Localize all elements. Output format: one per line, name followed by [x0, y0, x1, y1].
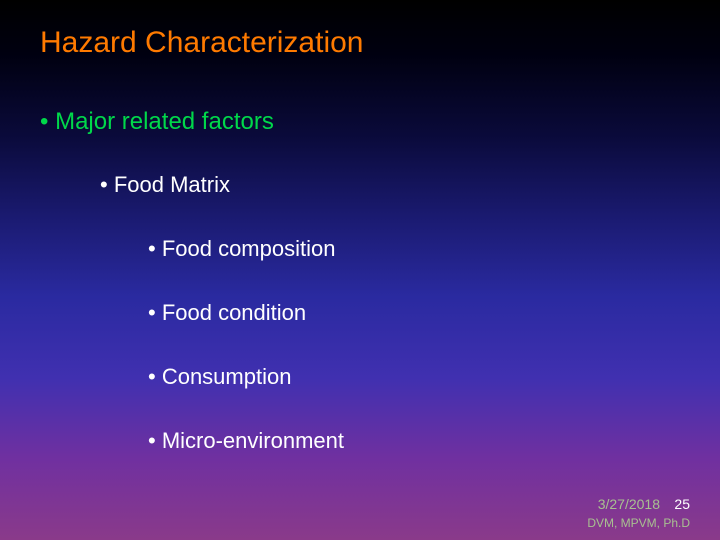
bullet-level3-consumption: • Consumption: [148, 364, 291, 390]
bullet-level1: • Major related factors: [40, 108, 274, 136]
footer-credits: DVM, MPVM, Ph.D: [587, 516, 690, 530]
footer-date: 3/27/2018: [598, 496, 660, 512]
bullet-level3-food-composition: • Food composition: [148, 236, 335, 262]
bullet-level3-food-condition: • Food condition: [148, 300, 306, 326]
footer-page-number: 25: [674, 496, 690, 512]
bullet-level3-micro-environment: • Micro-environment: [148, 428, 344, 454]
bullet-level2-food-matrix: • Food Matrix: [100, 172, 230, 198]
slide-title: Hazard Characterization: [40, 26, 363, 60]
slide: Hazard Characterization • Major related …: [0, 0, 720, 540]
